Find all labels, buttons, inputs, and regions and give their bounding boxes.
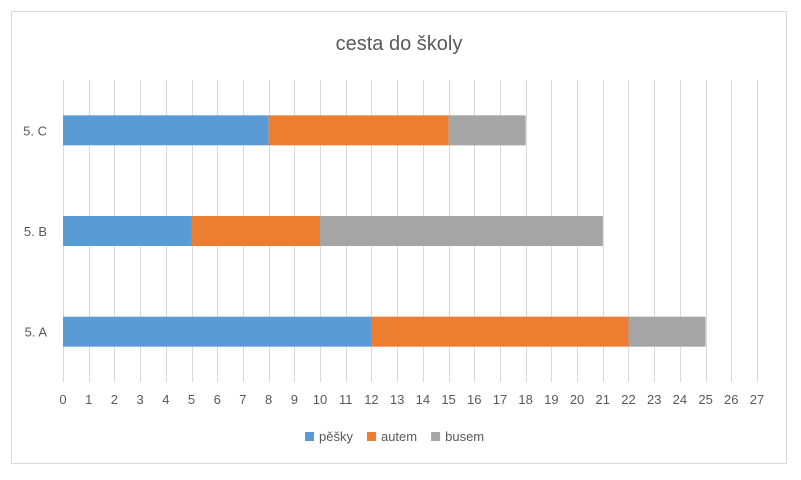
x-tick-label: 22	[621, 392, 635, 407]
legend-swatch	[431, 432, 441, 441]
x-tick-label: 18	[518, 392, 532, 407]
legend-label: pěšky	[319, 429, 353, 444]
x-tick-label: 9	[291, 392, 298, 407]
x-tick-label: 19	[544, 392, 558, 407]
x-tick-label: 5	[188, 392, 195, 407]
legend-label: autem	[381, 429, 417, 444]
bar-pěšky-5C	[63, 115, 269, 146]
y-tick-label: 5. A	[25, 325, 48, 340]
x-tick-label: 10	[313, 392, 327, 407]
legend-swatch	[305, 432, 314, 441]
x-tick-label: 21	[596, 392, 610, 407]
bar-autem-5B	[191, 216, 321, 246]
legend: pěšky autem busem	[305, 429, 484, 444]
x-tick-label: 11	[339, 392, 353, 407]
x-tick-label: 16	[467, 392, 481, 407]
x-tick-label: 25	[698, 392, 712, 407]
y-tick-label: 5. B	[24, 224, 47, 239]
x-tick-label: 15	[441, 392, 455, 407]
x-tick-label: 2	[111, 392, 118, 407]
bar-busem-5C	[448, 115, 526, 146]
x-tick-label: 13	[390, 392, 404, 407]
y-tick-label: 5. C	[23, 123, 47, 138]
x-tick-label: 26	[724, 392, 738, 407]
legend-swatch	[366, 432, 376, 441]
x-tick-label: 4	[162, 392, 169, 407]
x-tick-label: 27	[750, 392, 764, 407]
x-tick-label: 24	[673, 392, 687, 407]
x-tick-label: 8	[265, 392, 272, 407]
x-tick-label: 17	[493, 392, 507, 407]
x-tick-label: 3	[136, 392, 143, 407]
x-tick-label: 7	[239, 392, 246, 407]
chart-title: cesta do školy	[336, 33, 463, 55]
bar-autem-5A	[371, 316, 629, 347]
bar-pěšky-5A	[63, 316, 372, 347]
x-tick-label: 1	[85, 392, 92, 407]
x-tick-label: 14	[416, 392, 430, 407]
x-tick-label: 12	[364, 392, 378, 407]
bar-busem-5B	[320, 216, 603, 246]
x-tick-label: 0	[59, 392, 66, 407]
bar-autem-5C	[268, 115, 449, 146]
x-tick-label: 6	[214, 392, 221, 407]
bar-busem-5A	[628, 316, 706, 347]
x-tick-label: 20	[570, 392, 584, 407]
bars	[63, 115, 706, 347]
bar-pěšky-5B	[63, 216, 192, 246]
y-tick-labels: 5. A 5. B 5. C	[23, 123, 47, 339]
legend-label: busem	[445, 429, 484, 444]
x-tick-labels: 0 1 2 3 4 5 6 7 8 9 10 11 12 13 14 15 16 17 18 19 20 21 22 23 24…	[59, 392, 764, 407]
x-tick-label: 23	[647, 392, 661, 407]
